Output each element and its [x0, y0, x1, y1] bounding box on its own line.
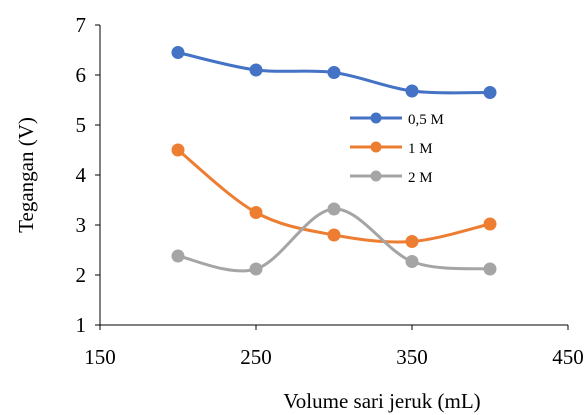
plot-lines [171, 46, 497, 276]
data-point [249, 63, 263, 77]
y-tick-label: 1 [76, 313, 87, 337]
data-point [483, 86, 497, 99]
data-point [249, 206, 263, 219]
x-tick-labels: 150 250 350 450 [84, 325, 584, 369]
x-tick-label: 450 [552, 345, 584, 369]
data-point [405, 255, 419, 268]
data-point [483, 217, 497, 231]
legend-label: 1 M [408, 141, 433, 157]
y-tick-label: 3 [76, 213, 87, 237]
y-tick-label: 2 [76, 263, 87, 287]
data-point [171, 46, 185, 59]
legend-swatch-marker [370, 170, 382, 182]
legend: 0,5 M 1 M 2 M [350, 112, 444, 186]
y-tick-label: 4 [76, 163, 87, 187]
y-axis-title: Tegangan (V) [14, 117, 38, 233]
x-tick-label: 350 [396, 345, 428, 369]
data-point [171, 249, 185, 263]
series-line-2 [176, 148, 492, 244]
x-axis-title: Volume sari jeruk (mL) [283, 389, 480, 413]
data-point [483, 262, 497, 276]
data-point [249, 262, 263, 276]
y-tick-label: 7 [76, 13, 87, 37]
x-tick-label: 250 [240, 345, 272, 369]
data-point [405, 84, 419, 98]
y-tick-label: 6 [76, 63, 87, 87]
legend-label: 0,5 M [408, 112, 444, 128]
data-point [327, 228, 341, 242]
legend-label: 2 M [408, 170, 433, 186]
data-point [405, 235, 419, 248]
y-tick-labels: 1 2 3 4 5 6 7 [76, 13, 100, 337]
data-point [327, 202, 341, 216]
x-tick-label: 150 [84, 345, 116, 369]
data-point [327, 66, 341, 79]
y-tick-label: 5 [76, 113, 87, 137]
legend-swatch-marker [370, 112, 382, 124]
legend-swatch-marker [370, 141, 382, 153]
data-point [171, 143, 185, 157]
